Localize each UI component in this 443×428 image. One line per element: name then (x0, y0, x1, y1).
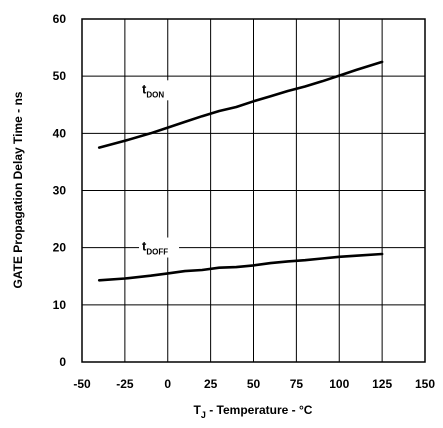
series-label-main: t (142, 81, 147, 96)
plot-frame-layer (81, 18, 426, 363)
series-label-main: t (142, 239, 147, 254)
x-tick-label: -50 (73, 377, 91, 391)
x-tick-label: 50 (247, 377, 261, 391)
y-tick-labels: 0 10 20 30 40 50 60 (53, 12, 67, 369)
x-tick-labels: -50 -25 0 25 50 75 100 125 150 (73, 377, 435, 391)
x-tick-label: 150 (415, 377, 435, 391)
x-axis-title-subscript: J (201, 410, 206, 420)
series-label-subscript: DON (146, 90, 164, 99)
y-tick-label: 20 (53, 241, 67, 255)
y-tick-label: 0 (59, 355, 66, 369)
series-label-background (139, 237, 180, 258)
grid-layer (81, 18, 426, 363)
x-tick-label: -25 (116, 377, 134, 391)
series-label-doff: tDOFF (142, 239, 168, 257)
x-axis-title: TJ - Temperature - °C (194, 403, 313, 420)
plot-frame (81, 18, 426, 363)
x-tick-label: 125 (372, 377, 392, 391)
series-layer (97, 60, 384, 282)
series-label-don: tDON (142, 81, 164, 99)
series-line-doff (97, 252, 384, 282)
y-axis-title: GATE Propagation Delay Time - ns (11, 91, 25, 288)
series-label-background (139, 80, 180, 101)
y-tick-label: 40 (53, 126, 67, 140)
y-tick-label: 60 (53, 12, 67, 26)
y-tick-label: 50 (53, 69, 67, 83)
x-axis-title-suffix: - Temperature - °C (206, 403, 313, 417)
x-tick-label: 75 (290, 377, 304, 391)
x-tick-label: 25 (204, 377, 218, 391)
x-tick-label: 100 (329, 377, 349, 391)
series-label-subscript: DOFF (146, 248, 168, 257)
x-axis-title-prefix: T (194, 403, 202, 417)
y-tick-label: 30 (53, 184, 67, 198)
series-line-don (97, 60, 384, 149)
y-tick-label: 10 (53, 298, 67, 312)
x-tick-label: 0 (164, 377, 171, 391)
